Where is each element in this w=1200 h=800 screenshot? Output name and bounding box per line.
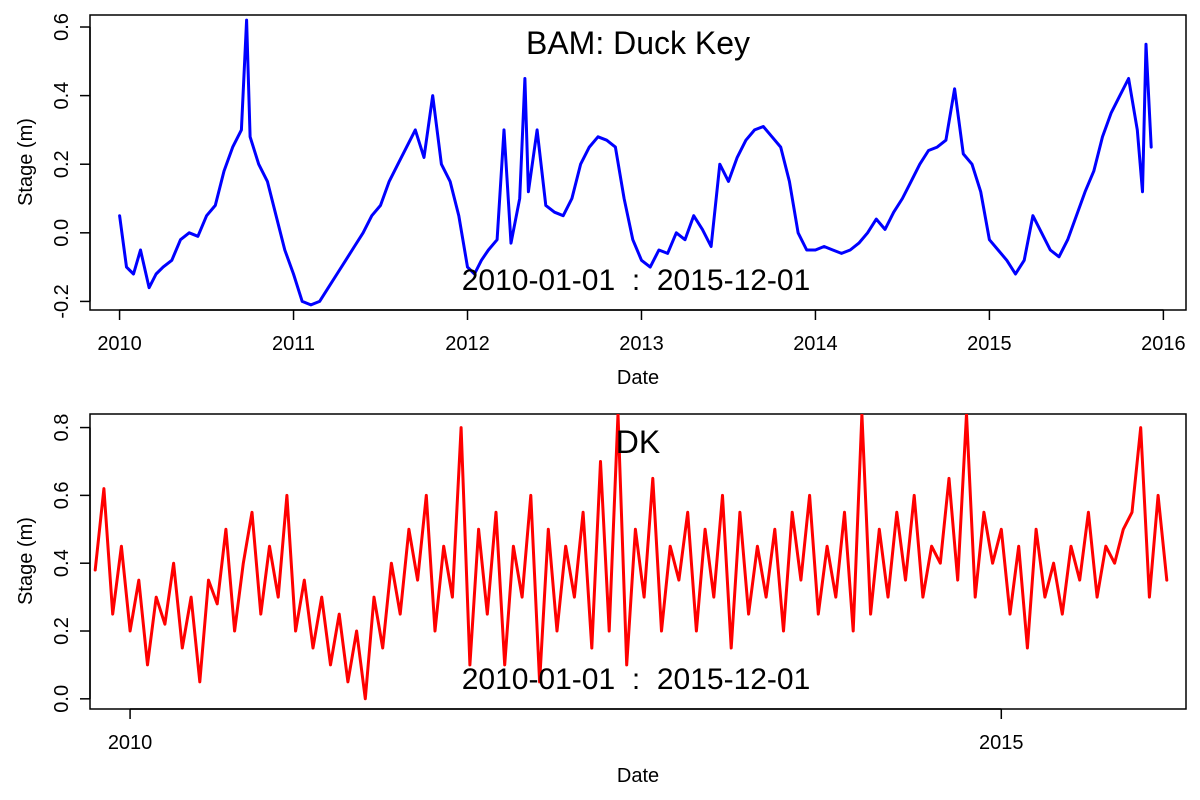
panel-1-y-tick-label: 0.2 — [51, 150, 73, 178]
panel-2-y-axis: 0.0 0.2 0.4 0.6 0.8 — [51, 414, 91, 713]
panel-2-range-annotation: 2010-01-01 : 2015-12-01 — [462, 663, 811, 696]
panel-1-y-tick-label: 0.4 — [51, 82, 73, 110]
panel-1-range-annotation: 2010-01-01 : 2015-12-01 — [462, 264, 811, 297]
panel-1-y-tick-label: -0.2 — [51, 284, 73, 318]
panel-1-x-tick-label: 2013 — [619, 333, 664, 355]
panel-1-x-axis-title: Date — [617, 367, 659, 389]
panel-2: 2010 2015 0.0 0.2 0.4 0.6 0.8 DK 2010-01-01 :… — [15, 413, 1187, 787]
panel-1-x-tick-label: 2014 — [793, 333, 838, 355]
panel-2-y-tick-label: 0.2 — [51, 617, 73, 645]
panel-1: 2010 2011 2012 2013 2014 2015 2016 -0.2 0.0 0.2 0… — [15, 13, 1187, 389]
panel-1-x-tick-label: 2015 — [967, 333, 1012, 355]
panel-2-x-tick-label: 2015 — [979, 732, 1024, 754]
panel-2-y-tick-label: 0.8 — [51, 414, 73, 442]
panel-1-y-tick-label: 0.6 — [51, 13, 73, 41]
panel-2-y-tick-label: 0.6 — [51, 481, 73, 509]
panel-2-x-tick-label: 2010 — [108, 732, 153, 754]
panel-2-title: DK — [616, 424, 660, 460]
panel-2-y-axis-title: Stage (m) — [15, 517, 37, 605]
panel-1-x-tick-label: 2012 — [445, 333, 490, 355]
panel-1-series — [118, 18, 1153, 307]
panel-1-x-tick-label: 2010 — [97, 333, 142, 355]
panel-1-y-axis: -0.2 0.0 0.2 0.4 0.6 — [51, 13, 91, 319]
panel-2-x-axis: 2010 2015 — [108, 708, 1024, 754]
panel-1-x-tick-label: 2016 — [1141, 333, 1186, 355]
panel-2-series — [93, 414, 1169, 701]
panel-2-y-tick-label: 0.4 — [51, 549, 73, 577]
panel-1-title: BAM: Duck Key — [526, 25, 750, 61]
panel-1-x-axis: 2010 2011 2012 2013 2014 2015 2016 — [97, 309, 1186, 355]
panel-1-series-line-1 — [118, 18, 1153, 307]
panel-1-y-axis-title: Stage (m) — [15, 118, 37, 206]
panel-2-series-line-1 — [93, 414, 1169, 701]
panel-1-x-tick-label: 2011 — [272, 333, 315, 355]
panel-2-y-tick-label: 0.0 — [51, 685, 73, 713]
panel-1-y-tick-label: 0.0 — [51, 219, 73, 247]
panel-2-x-axis-title: Date — [617, 765, 659, 787]
